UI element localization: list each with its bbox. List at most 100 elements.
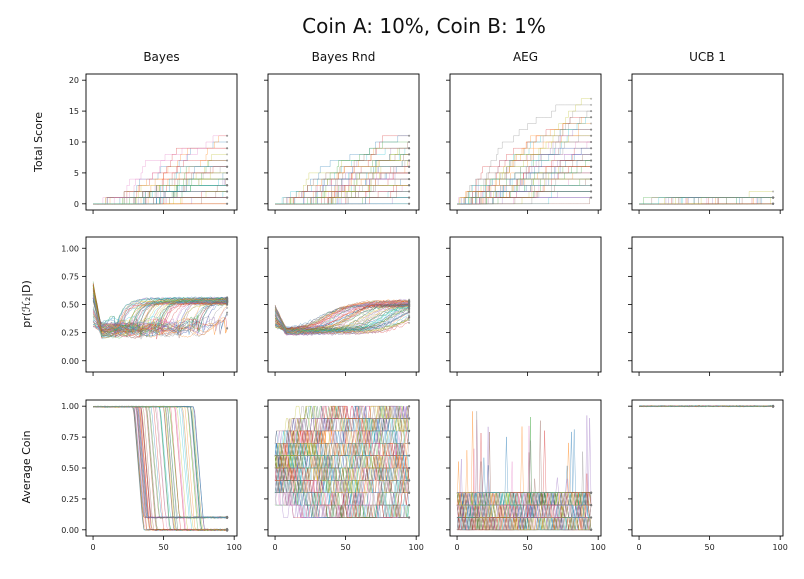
series-line xyxy=(93,405,228,531)
series-line xyxy=(639,197,774,205)
series-line xyxy=(93,405,228,531)
x-tick-label: 50 xyxy=(705,543,715,552)
endpoint-marker xyxy=(590,504,593,507)
series-line xyxy=(457,147,592,205)
y-tick-label: 15 xyxy=(69,107,79,116)
series-line xyxy=(639,197,774,205)
endpoint-markers xyxy=(408,298,411,324)
series-line xyxy=(92,405,228,532)
series-line xyxy=(275,172,410,205)
series-line xyxy=(93,405,228,531)
series-line xyxy=(639,197,774,205)
endpoint-marker xyxy=(226,202,229,205)
x-tick-label: 0 xyxy=(273,543,278,552)
series-line xyxy=(274,309,410,333)
endpoint-marker xyxy=(590,171,593,174)
series-line xyxy=(93,405,228,532)
series-line xyxy=(457,160,592,205)
panel-1-4 xyxy=(628,73,784,214)
series-line xyxy=(639,197,774,205)
series-line xyxy=(275,185,410,205)
series-line xyxy=(457,185,592,205)
series-line xyxy=(457,197,592,205)
series-line xyxy=(275,185,410,205)
series-line xyxy=(92,299,228,340)
series-line xyxy=(275,135,410,205)
y-tick-label: 1.00 xyxy=(61,244,79,253)
series-line xyxy=(457,185,592,205)
series-line xyxy=(93,405,228,531)
endpoint-marker xyxy=(226,327,229,330)
series-line xyxy=(93,405,228,532)
panel-frame xyxy=(449,236,602,373)
panel-2-3 xyxy=(446,236,602,376)
series-line xyxy=(93,405,228,532)
endpoint-markers xyxy=(408,134,411,205)
endpoint-marker xyxy=(590,141,593,143)
series-line xyxy=(275,197,410,205)
endpoint-marker xyxy=(408,141,411,143)
endpoint-markers xyxy=(772,190,775,205)
y-tick-label: 0.00 xyxy=(61,357,79,366)
series-line xyxy=(93,197,228,205)
series-line xyxy=(457,129,592,205)
panel-2-4 xyxy=(628,236,784,376)
column-title-ucb1: UCB 1 xyxy=(689,50,726,64)
series-line xyxy=(457,185,592,205)
series-line xyxy=(275,197,410,205)
endpoint-marker xyxy=(408,190,411,193)
series-line xyxy=(93,185,228,205)
series-line xyxy=(457,104,592,205)
x-tick-label: 0 xyxy=(637,543,642,552)
endpoint-marker xyxy=(226,304,229,307)
panel-1-1: 0 5 10 15 20 xyxy=(69,73,238,214)
series-line xyxy=(639,197,774,205)
series-line xyxy=(275,172,410,205)
series-line xyxy=(93,147,228,205)
endpoint-marker xyxy=(408,178,411,181)
endpoint-marker xyxy=(590,159,593,162)
series-line xyxy=(639,197,774,205)
series-line xyxy=(93,405,228,532)
endpoint-markers xyxy=(772,404,775,408)
endpoint-marker xyxy=(772,190,775,193)
panels: 0 5 10 15 20 0.00 0.25 0.50 0.75 1.00 0.00 0.25 0.50… xyxy=(61,73,788,552)
endpoint-marker xyxy=(772,405,775,408)
panel-frame xyxy=(631,399,784,537)
panel-2-1-lines xyxy=(92,281,229,340)
endpoint-marker xyxy=(408,454,411,457)
series-line xyxy=(639,197,774,205)
series-line xyxy=(93,197,228,205)
endpoint-marker xyxy=(590,165,593,168)
series-line xyxy=(93,405,228,531)
series-line xyxy=(93,405,228,531)
series-line xyxy=(93,405,228,532)
endpoint-markers xyxy=(408,405,411,519)
series-line xyxy=(457,135,592,205)
series-line xyxy=(457,147,592,205)
series-line xyxy=(93,185,228,205)
series-line xyxy=(457,172,592,205)
series-line xyxy=(274,306,410,332)
series-line xyxy=(457,110,592,205)
series-line xyxy=(639,197,774,205)
series-line xyxy=(639,197,774,205)
panel-2-2-lines xyxy=(274,298,411,337)
series-line xyxy=(93,405,228,532)
series-line xyxy=(275,197,410,205)
endpoint-marker xyxy=(408,516,411,519)
y-tick-label: 1.00 xyxy=(61,402,79,411)
y-tick-label: 0.75 xyxy=(61,433,79,442)
endpoint-marker xyxy=(226,306,229,309)
series-line xyxy=(275,185,410,205)
endpoint-marker xyxy=(226,184,229,187)
endpoint-marker xyxy=(226,196,229,199)
panel-frame xyxy=(631,236,784,373)
series-line xyxy=(639,197,774,205)
endpoint-markers xyxy=(226,296,229,330)
series-line xyxy=(93,405,228,532)
series-line xyxy=(639,405,774,408)
series-line xyxy=(93,405,228,531)
y-tick-label: 20 xyxy=(69,76,79,85)
figure-title: Coin A: 10%, Coin B: 1% xyxy=(302,14,546,38)
